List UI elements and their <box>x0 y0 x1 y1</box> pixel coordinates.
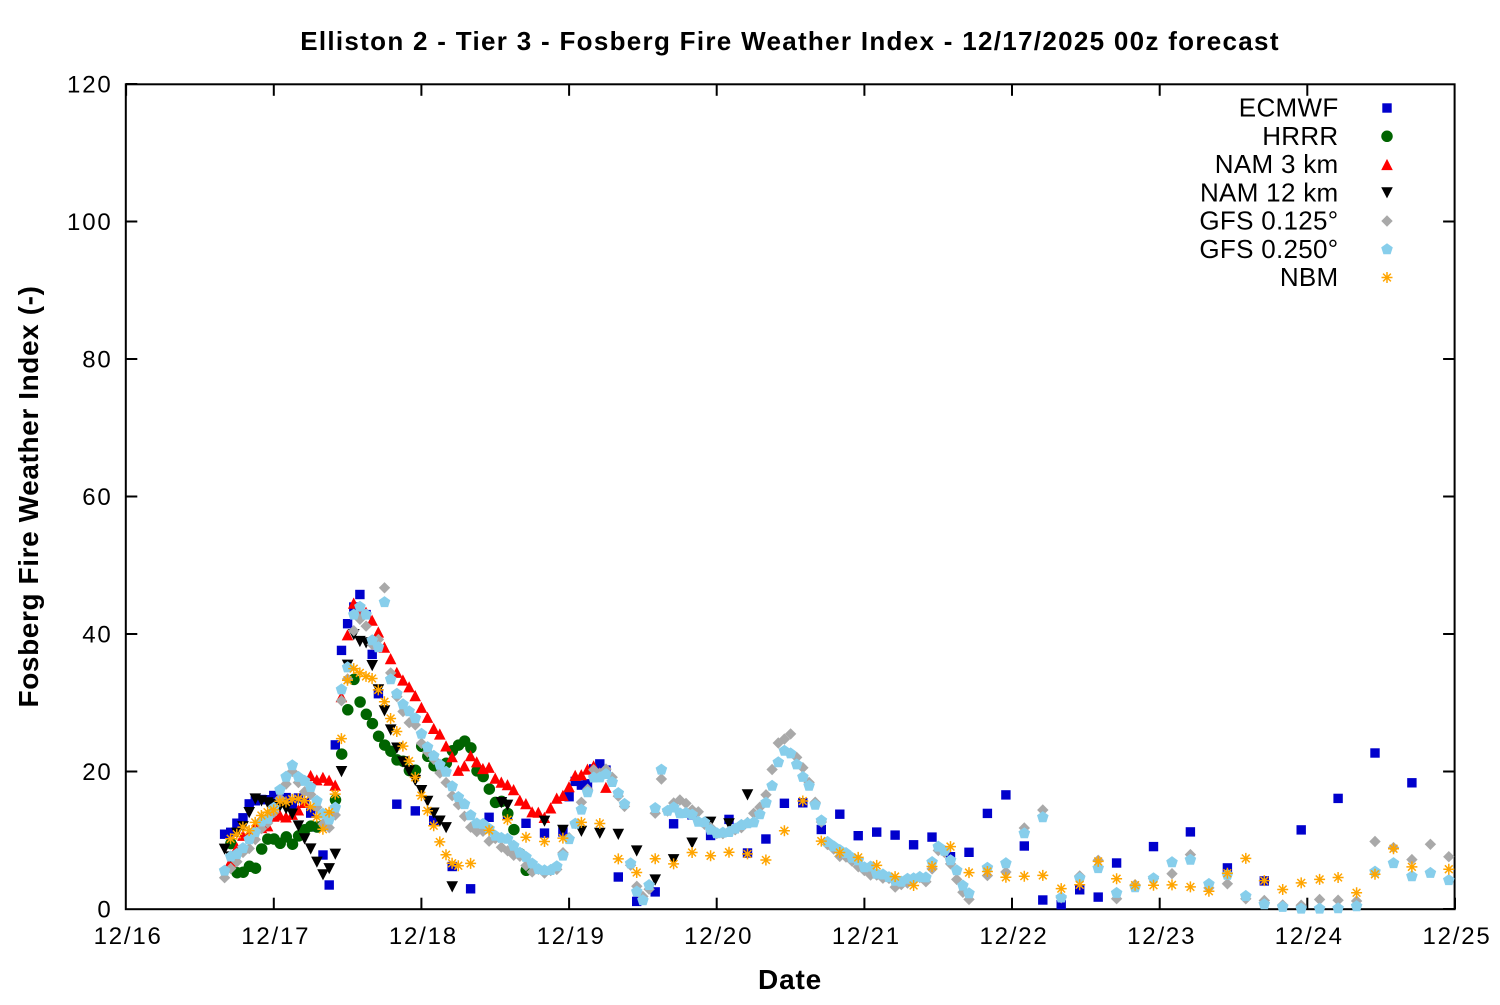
svg-text:12/18: 12/18 <box>389 923 458 950</box>
svg-text:ECMWF: ECMWF <box>1239 93 1339 123</box>
svg-text:GFS 0.125°: GFS 0.125° <box>1199 206 1338 236</box>
svg-text:Date: Date <box>758 964 822 995</box>
svg-text:HRRR: HRRR <box>1262 121 1338 151</box>
svg-text:Fosberg Fire Weather Index (-): Fosberg Fire Weather Index (-) <box>13 286 44 708</box>
svg-text:80: 80 <box>82 347 112 374</box>
svg-text:120: 120 <box>67 72 112 99</box>
svg-text:Elliston 2 - Tier 3 - Fosberg: Elliston 2 - Tier 3 - Fosberg Fire Weath… <box>300 26 1280 56</box>
svg-text:12/16: 12/16 <box>94 923 163 950</box>
svg-text:12/23: 12/23 <box>1127 923 1196 950</box>
svg-text:100: 100 <box>67 209 112 236</box>
svg-text:12/22: 12/22 <box>979 923 1048 950</box>
svg-text:12/24: 12/24 <box>1275 923 1344 950</box>
svg-text:60: 60 <box>82 484 112 511</box>
svg-text:12/19: 12/19 <box>537 923 606 950</box>
svg-text:NBM: NBM <box>1280 262 1339 292</box>
svg-text:20: 20 <box>82 759 112 786</box>
svg-text:0: 0 <box>97 897 112 924</box>
svg-text:12/21: 12/21 <box>832 923 901 950</box>
svg-text:NAM 3 km: NAM 3 km <box>1215 149 1339 179</box>
svg-text:NAM 12 km: NAM 12 km <box>1200 177 1339 207</box>
svg-text:GFS 0.250°: GFS 0.250° <box>1199 234 1338 264</box>
svg-text:12/17: 12/17 <box>241 923 310 950</box>
svg-text:12/20: 12/20 <box>684 923 753 950</box>
svg-text:12/25: 12/25 <box>1422 923 1491 950</box>
svg-text:40: 40 <box>82 622 112 649</box>
